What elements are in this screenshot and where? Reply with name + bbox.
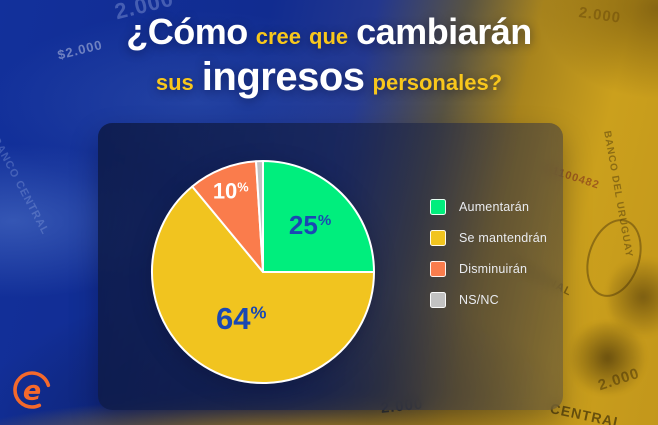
pie-value-label: 10% <box>213 178 249 203</box>
brand-logo: e <box>8 366 56 414</box>
title-word: cree <box>255 24 302 49</box>
legend-label: Disminuirán <box>459 262 528 276</box>
chart-legend: Aumentarán Se mantendrán Disminuirán NS/NC <box>430 199 547 323</box>
pie-slice <box>262 160 375 273</box>
title-word: que <box>309 24 349 49</box>
title-word: ingresos <box>201 55 365 99</box>
title-word: cambiarán <box>356 11 532 52</box>
title-word: personales? <box>372 70 503 95</box>
brand-logo-icon: e <box>13 371 51 409</box>
title-word: sus <box>155 70 194 95</box>
logo-letter: e <box>23 376 41 407</box>
legend-label: Aumentarán <box>459 200 530 214</box>
chart-panel: 25% 64% 10% Aumentarán Se mantendrán Disminu… <box>98 123 563 410</box>
legend-item: NS/NC <box>430 292 547 308</box>
legend-item: Disminuirán <box>430 261 547 277</box>
pie-value-label: 25% <box>289 210 332 240</box>
legend-swatch <box>430 261 446 277</box>
logo-swirl-icon <box>13 371 51 409</box>
title-line-1: ¿Cómo cree que cambiarán <box>0 14 658 50</box>
legend-item: Se mantendrán <box>430 230 547 246</box>
legend-swatch <box>430 292 446 308</box>
banknote-texture-text: BANCO CENTRAL <box>0 135 52 237</box>
banknote-dark-blob <box>608 252 658 342</box>
pie-slice <box>255 160 264 273</box>
legend-swatch <box>430 199 446 215</box>
pie-slice <box>151 185 375 384</box>
legend-swatch <box>430 230 446 246</box>
pie-value-label: 64% <box>216 301 266 336</box>
legend-label: Se mantendrán <box>459 231 548 245</box>
pie-chart: 25% 64% 10% <box>151 160 375 384</box>
legend-item: Aumentarán <box>430 199 547 215</box>
title-line-2: sus ingresos personales? <box>0 57 658 97</box>
title-word: ¿Cómo <box>126 11 248 52</box>
legend-label: NS/NC <box>459 293 499 307</box>
page-title: ¿Cómo cree que cambiarán sus ingresos persona… <box>0 14 658 98</box>
